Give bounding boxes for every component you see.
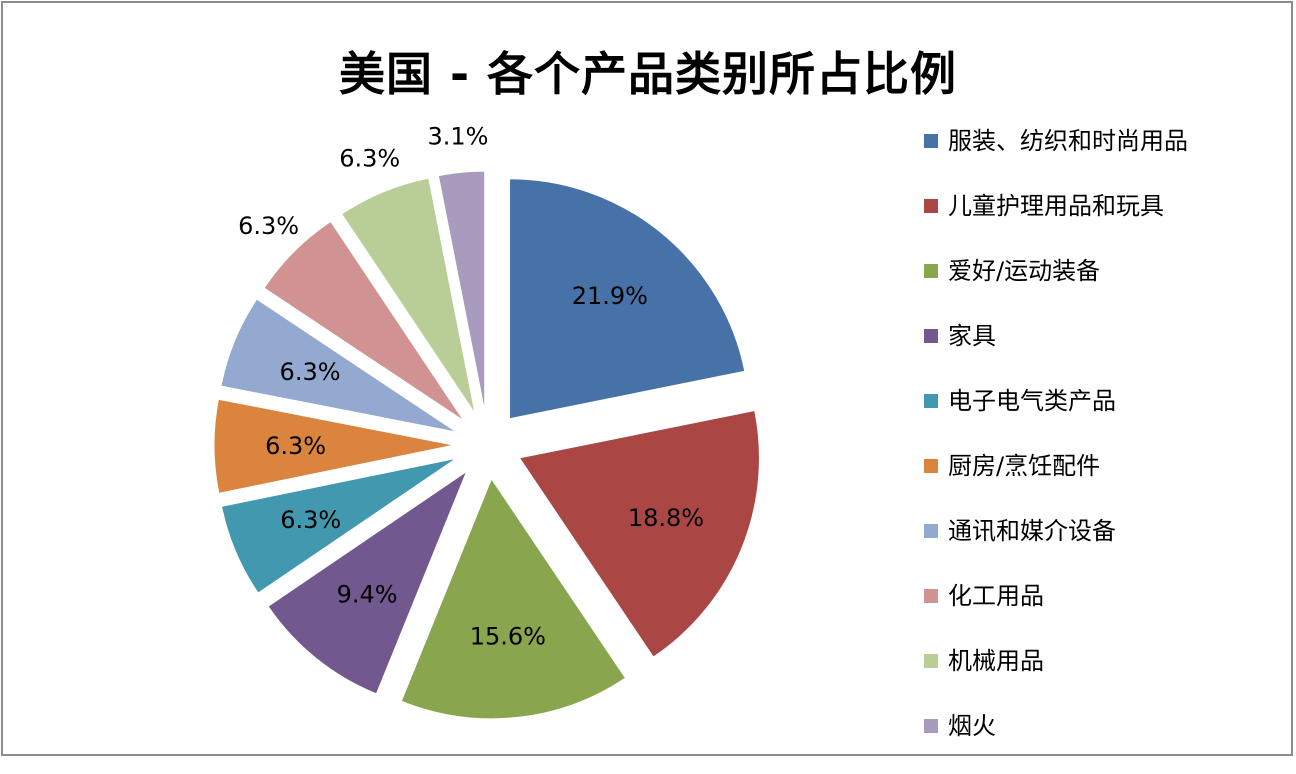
legend-label: 机械用品 <box>948 647 1044 675</box>
slice-label-9: 6.3% <box>339 144 400 172</box>
legend-label: 通讯和媒介设备 <box>948 517 1116 545</box>
slice-label-1: 21.9% <box>572 282 648 310</box>
legend-label: 烟火 <box>948 712 996 740</box>
legend-swatch <box>924 719 938 733</box>
slice-label-7: 6.3% <box>280 358 341 386</box>
legend-swatch <box>924 654 938 668</box>
legend-item-1: 服装、纺织和时尚用品 <box>924 124 1284 189</box>
legend-swatch <box>924 524 938 538</box>
pie-slice-4 <box>267 470 468 695</box>
legend-item-3: 爱好/运动装备 <box>924 254 1284 319</box>
pie-slice-3 <box>400 477 627 720</box>
pie-slice-9 <box>341 177 476 414</box>
legend-item-2: 儿童护理用品和玩具 <box>924 189 1284 254</box>
legend-item-4: 家具 <box>924 319 1284 384</box>
legend-swatch <box>924 329 938 343</box>
legend-item-9: 机械用品 <box>924 644 1284 709</box>
legend: 服装、纺织和时尚用品 儿童护理用品和玩具 爱好/运动装备 家具电子电气类产品 厨房/烹饪… <box>924 124 1284 774</box>
legend-swatch <box>924 459 938 473</box>
legend-swatch <box>924 134 938 148</box>
legend-item-7: 通讯和媒介设备 <box>924 514 1284 579</box>
legend-item-8: 化工用品 <box>924 579 1284 644</box>
pie-slice-6 <box>213 398 455 494</box>
legend-label: 家具 <box>948 322 996 350</box>
slice-label-4: 9.4% <box>337 581 398 609</box>
pie-slice-7 <box>220 298 457 433</box>
chart-title: 美国 - 各个产品类别所占比例 <box>338 47 958 101</box>
legend-label: 电子电气类产品 <box>948 387 1116 415</box>
legend-item-6: 厨房/烹饪配件 <box>924 449 1284 514</box>
slice-label-3: 15.6% <box>470 622 546 650</box>
slice-label-6: 6.3% <box>265 432 326 460</box>
pie-slice-2 <box>518 409 760 658</box>
slice-label-10: 3.1% <box>427 122 488 150</box>
pie-slice-8 <box>263 220 465 422</box>
legend-item-5: 电子电气类产品 <box>924 384 1284 449</box>
slice-label-5: 6.3% <box>280 506 341 534</box>
legend-label: 厨房/烹饪配件 <box>948 452 1101 480</box>
legend-swatch <box>924 394 938 408</box>
legend-swatch <box>924 264 938 278</box>
legend-label: 化工用品 <box>948 582 1044 610</box>
pie-slice-10 <box>437 170 486 412</box>
legend-swatch <box>924 589 938 603</box>
slice-label-8: 6.3% <box>238 212 299 240</box>
legend-label: 服装、纺织和时尚用品 <box>948 127 1188 155</box>
legend-swatch <box>924 199 938 213</box>
pie-slice-5 <box>220 457 457 594</box>
legend-label: 儿童护理用品和玩具 <box>948 192 1164 220</box>
legend-label: 爱好/运动装备 <box>948 257 1101 285</box>
pie-slice-1 <box>509 178 746 420</box>
legend-item-10: 烟火 <box>924 709 1284 774</box>
slice-label-2: 18.8% <box>628 504 704 532</box>
